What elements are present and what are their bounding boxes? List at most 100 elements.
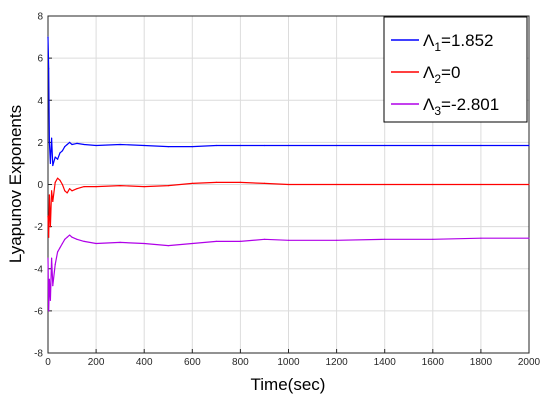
series-2-point	[51, 190, 53, 192]
x-tick-label: 200	[88, 357, 105, 368]
series-line-2	[47, 177, 529, 238]
series-1-point	[480, 144, 482, 147]
tick-labels: 0 200 400 600 800 1000 1200 1400 1600 1800 2000 -8 -…	[34, 12, 540, 369]
series-1-point	[71, 143, 73, 146]
x-tick-label: 1600	[422, 357, 445, 368]
series-3-point	[57, 251, 59, 253]
series-3-point	[52, 285, 54, 287]
series-3-point	[48, 310, 50, 312]
series-3-point	[119, 241, 121, 243]
x-tick-label: 2000	[518, 357, 541, 368]
legend: Λ1=1.852 Λ2=0 Λ3=-2.801	[383, 16, 528, 123]
series-2-point	[48, 236, 50, 238]
series-2-point	[384, 183, 386, 186]
series-3-point	[143, 242, 145, 245]
y-tick-label: -8	[34, 349, 43, 360]
series-1-point	[432, 144, 434, 147]
y-tick-label: -6	[34, 306, 43, 317]
y-tick-label: 4	[37, 96, 43, 107]
series-3-point	[48, 278, 51, 280]
series-3-point	[239, 240, 241, 242]
series-2-point	[167, 185, 169, 187]
series-2-point	[191, 182, 193, 184]
x-tick-label: 600	[184, 357, 201, 368]
series-1-point	[167, 146, 169, 148]
series-2-point	[49, 226, 52, 228]
x-tick-label: 1400	[374, 357, 397, 368]
series-3-point	[95, 242, 97, 245]
series-2-point	[528, 183, 530, 186]
series-2-point	[119, 185, 121, 187]
series-2-point	[66, 192, 68, 194]
series-line-3	[47, 234, 529, 312]
series-2-point	[54, 181, 56, 183]
series-1-point	[119, 143, 121, 146]
series-3-point	[215, 240, 217, 242]
y-tick-label: 8	[37, 12, 43, 23]
series-2-point	[47, 215, 49, 217]
legend-label-1: Λ1=1.852	[423, 31, 494, 54]
series-2-point	[239, 181, 241, 183]
series-3-point	[69, 234, 71, 236]
series-2-point	[215, 181, 217, 183]
series-3-point	[263, 238, 266, 240]
series-1-point	[384, 144, 386, 147]
series-1-point	[143, 144, 145, 147]
x-tick-label: 1000	[277, 357, 300, 368]
series-1-point	[287, 144, 290, 147]
x-tick-label: 800	[232, 357, 249, 368]
series-3-point	[432, 238, 434, 240]
y-tick-label: 0	[37, 180, 43, 191]
x-tick-label: 1800	[470, 357, 493, 368]
series-1-point	[61, 150, 64, 152]
series-2-point	[71, 190, 73, 192]
series-2-point	[59, 179, 61, 181]
series-2-point	[83, 186, 85, 188]
series-3-point	[59, 247, 61, 249]
series-3-point	[167, 245, 169, 247]
legend-label-3: Λ3=-2.801	[423, 95, 499, 118]
x-axis-label: Time(sec)	[251, 375, 326, 394]
series-2-point	[61, 183, 64, 186]
series-3-point	[191, 242, 193, 245]
series-3-point	[480, 237, 482, 239]
x-tick-label: 400	[136, 357, 153, 368]
series-3-point	[287, 239, 290, 241]
series-1-point	[54, 156, 56, 158]
series-1-point	[49, 162, 52, 164]
series-2-point	[263, 182, 266, 184]
series-1-point	[64, 146, 66, 148]
series-1-point	[52, 164, 54, 167]
series-3-point	[47, 257, 49, 259]
series-1-point	[59, 152, 61, 154]
series-2-point	[76, 188, 78, 190]
legend-label-2: Λ2=0	[423, 63, 460, 86]
series-3-point	[66, 236, 68, 238]
series-3-point	[64, 238, 66, 240]
series-2-point	[95, 186, 97, 188]
series-1-point	[51, 137, 53, 139]
series-3-point	[336, 239, 338, 241]
series-3-point	[384, 238, 386, 240]
series-3-point	[528, 237, 530, 239]
y-tick-label: -4	[34, 264, 43, 275]
series-1-point	[215, 144, 217, 147]
series-line-1	[47, 37, 529, 167]
series-2-point	[57, 177, 59, 179]
series-1-point	[83, 143, 85, 146]
series-lines	[47, 36, 530, 312]
series-2-point	[48, 194, 51, 196]
series-2-point	[69, 188, 71, 190]
series-1-point	[239, 144, 241, 147]
series-1-point	[95, 144, 97, 147]
series-3-point	[71, 236, 73, 238]
series-1-point	[528, 144, 530, 147]
series-2-point	[336, 183, 338, 186]
series-2-point	[52, 200, 54, 202]
series-3-point	[49, 299, 52, 301]
series-2-point	[287, 183, 290, 186]
y-axis-label: Lyapunov Exponents	[6, 105, 25, 263]
x-tick-label: 0	[45, 357, 51, 368]
series-1-point	[48, 68, 50, 70]
